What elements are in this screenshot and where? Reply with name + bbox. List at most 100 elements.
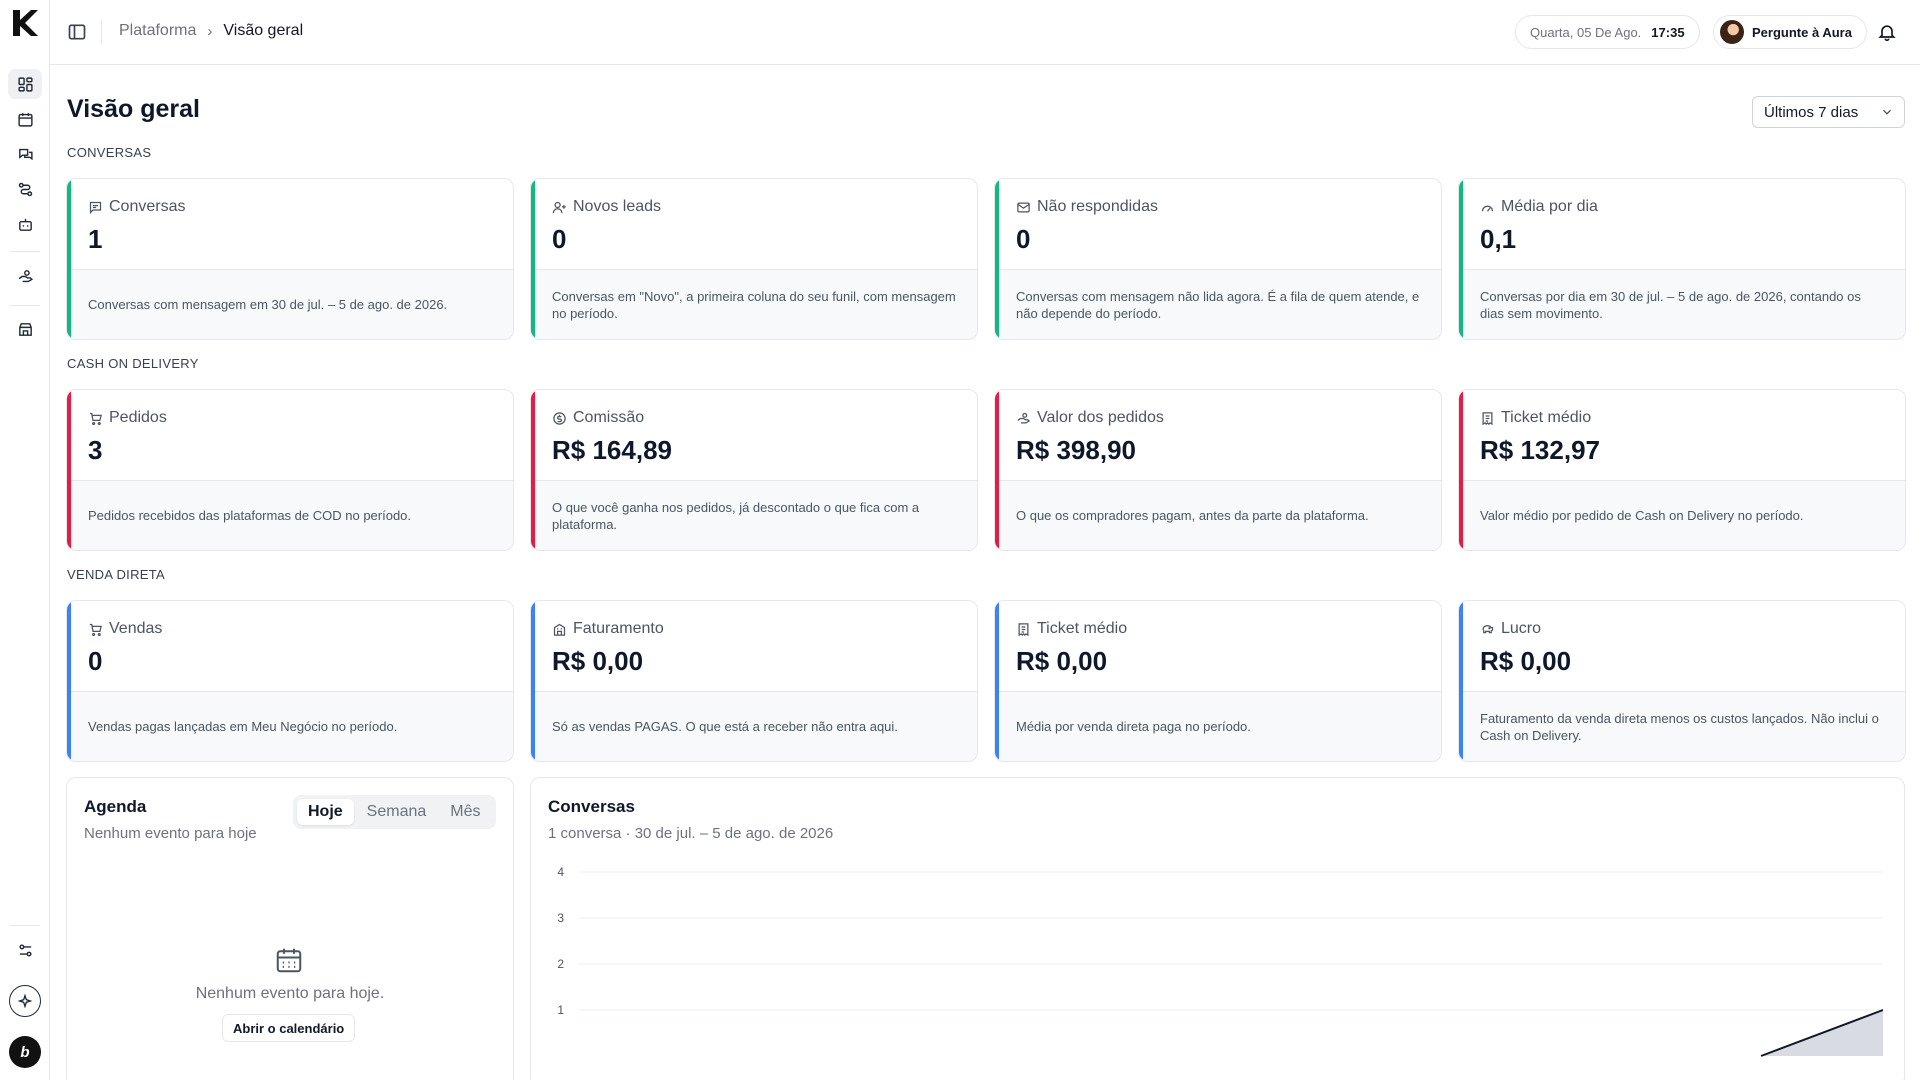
- metric-card-cod-comissao[interactable]: Comissão R$ 164,89 O que você ganha nos pe…: [530, 389, 978, 551]
- page-title: Visão geral: [67, 95, 200, 123]
- gauge-icon: [1481, 205, 1494, 212]
- card-head: Ticket médio R$ 0,00: [999, 601, 1441, 692]
- metric-card-venda-vendas[interactable]: Vendas 0 Vendas pagas lançadas em Meu Negó…: [66, 600, 514, 762]
- aura-avatar: [1720, 20, 1744, 44]
- dollar-circle-icon: [553, 411, 566, 425]
- nav-store[interactable]: [8, 314, 42, 344]
- metric-card-cod-ticket-medio[interactable]: Ticket médio R$ 132,97 Valor médio por ped…: [1458, 389, 1906, 551]
- card-label-row: Vendas: [88, 620, 162, 638]
- card-description: Conversas com mensagem em 30 de jul. – 5…: [88, 297, 448, 312]
- agenda-panel: Agenda Nenhum evento para hoje Hoje Sema…: [66, 777, 514, 1080]
- card-label: Valor dos pedidos: [1037, 409, 1164, 426]
- metric-card-venda-lucro[interactable]: Lucro R$ 0,00 Faturamento da venda direta …: [1458, 600, 1906, 762]
- card-head: Vendas 0: [71, 601, 513, 692]
- current-time: 17:35: [1651, 24, 1685, 40]
- card-accent-bar: [995, 601, 999, 761]
- card-description: Valor médio por pedido de Cash on Delive…: [1480, 508, 1804, 523]
- nav-pipeline[interactable]: [8, 174, 42, 204]
- nav-cod[interactable]: [8, 261, 42, 291]
- card-label-row: Comissão: [552, 409, 644, 427]
- brand-avatar-icon[interactable]: b: [9, 1036, 41, 1068]
- section-label-venda: VENDA DIRETA: [67, 567, 165, 582]
- card-description: Vendas pagas lançadas em Meu Negócio no …: [88, 719, 398, 734]
- metric-card-conversas-media-por-dia[interactable]: Média por dia 0,1 Conversas por dia em 30 …: [1458, 178, 1906, 340]
- nav-dashboard[interactable]: [8, 69, 42, 99]
- sidebar: b: [0, 0, 50, 1080]
- card-head: Valor dos pedidos R$ 398,90: [999, 390, 1441, 481]
- metric-card-cod-valor-dos-pedidos[interactable]: Valor dos pedidos R$ 398,90 O que os compr…: [994, 389, 1442, 551]
- card-footer: Vendas pagas lançadas em Meu Negócio no …: [71, 692, 513, 761]
- card-label: Conversas: [109, 198, 186, 215]
- chevron-down-icon: [1883, 109, 1891, 115]
- chart-line-series: [1760, 1009, 1884, 1057]
- bell-icon[interactable]: [1877, 22, 1897, 42]
- card-label: Lucro: [1501, 620, 1542, 637]
- chat-bubbles-icon: [18, 148, 33, 160]
- cart-icon: [89, 412, 102, 425]
- card-value: 0: [1016, 224, 1031, 254]
- nav-conversations[interactable]: [8, 139, 42, 169]
- card-label: Média por dia: [1501, 198, 1598, 215]
- building-icon: [553, 623, 566, 636]
- tab-hoje[interactable]: Hoje: [297, 799, 354, 825]
- card-head: Média por dia 0,1: [1463, 179, 1905, 270]
- card-label-row: Ticket médio: [1016, 620, 1127, 638]
- calendar-icon: [17, 112, 33, 127]
- route-icon: [18, 182, 32, 196]
- card-footer: Conversas em "Novo", a primeira coluna d…: [535, 270, 977, 339]
- nav-settings[interactable]: [8, 935, 42, 965]
- metric-card-conversas-conversas[interactable]: Conversas 1 Conversas com mensagem em 30 d…: [66, 178, 514, 340]
- tab-semana[interactable]: Semana: [366, 803, 427, 820]
- ask-aura-button[interactable]: Pergunte à Aura: [1713, 15, 1867, 49]
- card-label-row: Pedidos: [88, 409, 167, 427]
- sparkle-badge-icon[interactable]: [9, 985, 41, 1017]
- message-square-icon: [89, 201, 102, 214]
- card-accent-bar: [531, 179, 535, 339]
- card-value: 0: [88, 646, 103, 676]
- breadcrumb-root[interactable]: Plataforma: [119, 22, 197, 39]
- tab-mes[interactable]: Mês: [450, 803, 481, 820]
- date-range-select[interactable]: Últimos 7 dias: [1752, 96, 1905, 128]
- coins-hand-icon: [18, 269, 33, 282]
- calendar-empty-icon: [274, 945, 304, 975]
- card-accent-bar: [531, 601, 535, 761]
- card-accent-bar: [67, 601, 71, 761]
- y-tick-label: 4: [557, 865, 564, 879]
- card-label-row: Novos leads: [552, 198, 661, 216]
- brand-logo-icon[interactable]: [7, 6, 41, 40]
- section-label-cod: CASH ON DELIVERY: [67, 356, 199, 371]
- breadcrumb: Plataforma › Visão geral: [119, 22, 303, 40]
- card-label-row: Não respondidas: [1016, 198, 1158, 216]
- sidebar-divider: [10, 305, 40, 306]
- card-description: Média por venda direta paga no período.: [1016, 719, 1251, 734]
- mail-icon: [1017, 202, 1030, 212]
- card-footer: Conversas com mensagem não lida agora. É…: [999, 270, 1441, 339]
- card-label-row: Valor dos pedidos: [1016, 409, 1164, 427]
- card-label-row: Média por dia: [1480, 198, 1598, 216]
- card-accent-bar: [995, 179, 999, 339]
- card-label: Ticket médio: [1501, 409, 1592, 426]
- user-plus-icon: [552, 201, 566, 213]
- card-label: Faturamento: [573, 620, 664, 637]
- card-head: Conversas 1: [71, 179, 513, 270]
- card-label: Pedidos: [109, 409, 167, 426]
- settings-sliders-icon: [18, 943, 32, 957]
- metric-card-conversas-novos-leads[interactable]: Novos leads 0 Conversas em "Novo", a prime…: [530, 178, 978, 340]
- open-calendar-button[interactable]: Abrir o calendário: [222, 1014, 356, 1042]
- metric-card-conversas-nao-respondidas[interactable]: Não respondidas 0 Conversas com mensagem n…: [994, 178, 1442, 340]
- date-time-pill: Quarta, 05 De Ago. 17:35: [1515, 15, 1700, 49]
- nav-calendar[interactable]: [8, 104, 42, 134]
- sidebar-divider: [10, 251, 40, 252]
- card-value: R$ 164,89: [552, 435, 672, 465]
- card-label-row: Lucro: [1480, 620, 1541, 638]
- metric-card-cod-pedidos[interactable]: Pedidos 3 Pedidos recebidos das plataforma…: [66, 389, 514, 551]
- dashboard-grid-icon: [17, 76, 33, 92]
- card-head: Lucro R$ 0,00: [1463, 601, 1905, 692]
- metric-card-venda-ticket-medio[interactable]: Ticket médio R$ 0,00 Média por venda diret…: [994, 600, 1442, 762]
- card-description: O que você ganha nos pedidos, já descont…: [552, 499, 920, 532]
- topbar: Plataforma › Visão geral Quarta, 05 De A…: [50, 0, 1920, 65]
- metric-card-venda-faturamento[interactable]: Faturamento R$ 0,00 Só as vendas PAGAS. O …: [530, 600, 978, 762]
- nav-bot[interactable]: [8, 209, 42, 239]
- sidebar-toggle-icon[interactable]: [67, 22, 87, 42]
